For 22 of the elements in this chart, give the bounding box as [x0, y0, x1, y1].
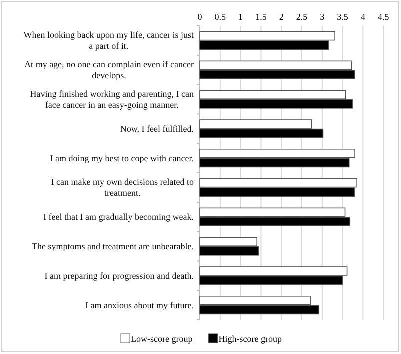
y-tick-label: I can make my own decisions related to treatment. — [51, 177, 194, 198]
x-tick-label: 3 — [320, 12, 326, 22]
y-tick-label: At my age, no one can complain even if cancer develops. — [24, 60, 194, 81]
y-tick-label: I am preparing for progression and death. — [44, 270, 194, 281]
x-tick-label: 3.5 — [337, 12, 349, 22]
x-tick-label: 4.5 — [378, 12, 390, 22]
x-tick-label: 0 — [198, 12, 203, 22]
x-tick-label: 0.5 — [214, 12, 227, 22]
y-tick-label: Having finished working and parenting, I can face cancer in an easy-going manner. — [30, 89, 194, 110]
x-tick-label: 1.5 — [256, 12, 268, 22]
y-tick-label: When looking back upon my life, cancer is just a part of it. — [24, 30, 194, 52]
x-tick-label: 4 — [360, 12, 366, 22]
x-tick-label: 2.5 — [296, 12, 308, 22]
y-tick-label: The symptoms and treatment are unbearable. — [32, 242, 194, 252]
legend-label: High-score group — [218, 334, 282, 344]
y-tick-label: I am doing my best to cope with cancer. — [50, 153, 194, 164]
x-tick-label: 1 — [238, 12, 244, 22]
legend-label: Low-score group — [131, 334, 194, 344]
y-tick-label: I am anxious about my future. — [86, 300, 194, 310]
y-tick-label: I feel that I am gradually becoming weak. — [44, 212, 194, 222]
x-tick-label: 2 — [279, 12, 284, 22]
y-tick-label: Now, I feel fulfilled. — [120, 124, 194, 134]
